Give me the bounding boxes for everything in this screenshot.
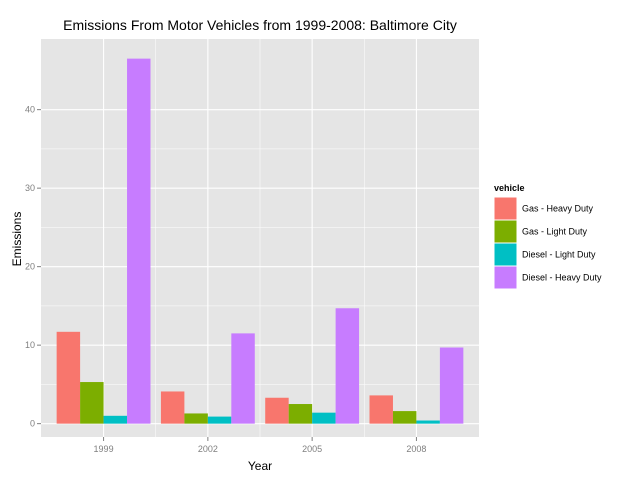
x-axis-title: Year [248, 459, 272, 473]
bar-diesel-heavy-duty-2008 [439, 347, 464, 424]
bar-gas-light-duty-2008 [392, 411, 417, 424]
chart-title: Emissions From Motor Vehicles from 1999-… [63, 17, 457, 33]
bar-diesel-heavy-duty-2002 [231, 333, 255, 424]
bar-gas-heavy-duty-1999 [56, 331, 81, 424]
minor-gridlines [41, 39, 479, 437]
bar-gas-light-duty-2002 [184, 413, 208, 424]
bar-diesel-light-duty-2005 [312, 412, 336, 424]
bar-gas-heavy-duty-2005 [265, 397, 289, 424]
legend-swatch [494, 266, 517, 289]
bar-gas-light-duty-1999 [80, 382, 104, 424]
legend: vehicle Gas - Heavy Duty Gas - Light Duty… [493, 183, 602, 290]
bar-marks [56, 58, 464, 424]
x-tick-label: 1999 [94, 444, 114, 454]
legend-swatch [494, 197, 517, 220]
legend-title: vehicle [494, 183, 525, 193]
y-axis: 0 10 20 30 40 [25, 105, 41, 429]
y-axis-title: Emissions [10, 212, 24, 267]
bar-diesel-light-duty-2008 [416, 420, 440, 424]
bar-gas-light-duty-2005 [288, 404, 313, 424]
bar-gas-heavy-duty-2008 [369, 395, 393, 424]
x-tick-label: 2005 [302, 444, 322, 454]
y-tick-label: 20 [25, 262, 35, 272]
x-axis: 1999 2002 2005 2008 [94, 437, 426, 454]
x-tick-label: 2002 [198, 444, 218, 454]
legend-label: Gas - Heavy Duty [522, 204, 594, 214]
legend-swatch [494, 243, 517, 266]
bar-diesel-light-duty-2002 [207, 416, 232, 424]
bar-diesel-light-duty-1999 [103, 415, 128, 424]
y-tick-label: 30 [25, 183, 35, 193]
legend-swatch [494, 220, 517, 243]
bar-gas-heavy-duty-2002 [160, 391, 185, 424]
y-tick-label: 40 [25, 105, 35, 115]
legend-label: Diesel - Light Duty [522, 250, 596, 260]
x-tick-label: 2008 [406, 444, 426, 454]
bar-diesel-heavy-duty-1999 [127, 58, 151, 424]
y-tick-label: 10 [25, 340, 35, 350]
y-tick-label: 0 [30, 419, 35, 429]
legend-label: Diesel - Heavy Duty [522, 273, 602, 283]
bar-diesel-heavy-duty-2005 [335, 308, 360, 424]
legend-label: Gas - Light Duty [522, 227, 588, 237]
